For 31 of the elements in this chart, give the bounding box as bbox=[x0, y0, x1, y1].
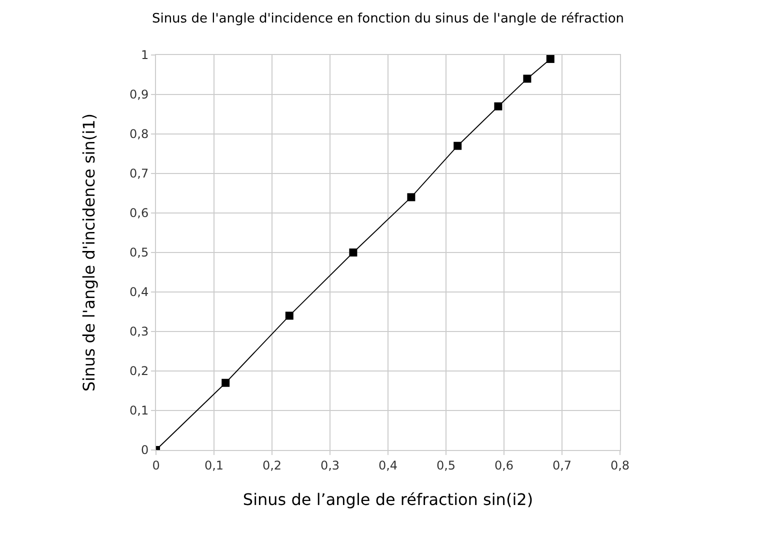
y-tick-label: 1 bbox=[140, 48, 149, 62]
y-tick-label: 0,1 bbox=[130, 404, 149, 418]
x-tick-label: 0,4 bbox=[378, 458, 398, 472]
y-tick-label: 0,2 bbox=[130, 364, 149, 378]
y-tick-label: 0,4 bbox=[130, 285, 149, 300]
x-tick-label: 0 bbox=[152, 458, 160, 472]
point bbox=[523, 74, 532, 83]
y-tick-label: 0,3 bbox=[130, 324, 149, 339]
x-tick-label: 0,5 bbox=[436, 458, 456, 472]
x-axis-title: Sinus de l’angle de réfraction sin(i2) bbox=[242, 490, 534, 510]
y-tick-label: 0,5 bbox=[130, 246, 149, 260]
point bbox=[285, 312, 294, 320]
point bbox=[407, 193, 416, 202]
point bbox=[349, 248, 358, 256]
point bbox=[454, 142, 462, 150]
point bbox=[546, 55, 554, 63]
y-axis-title: Sinus de l'angle d'incidence sin(i1) bbox=[79, 114, 98, 392]
y-tick-label: 0,6 bbox=[130, 206, 149, 220]
x-tick-label: 0,7 bbox=[552, 458, 572, 472]
x-tick-label: 0,1 bbox=[204, 458, 224, 472]
x-tick-label: 0,8 bbox=[610, 458, 630, 472]
y-tick-label: 0,7 bbox=[130, 166, 149, 181]
y-tick-label: 0,9 bbox=[130, 88, 149, 102]
chart-title: Sinus de l'angle d'incidence en fonction du sinus de l'angle de réfraction bbox=[152, 12, 624, 27]
y-tick-label: 0,8 bbox=[130, 127, 149, 142]
x-tick-label: 0,3 bbox=[320, 458, 340, 472]
y-tick-label: 0 bbox=[140, 443, 149, 458]
point bbox=[222, 378, 230, 387]
x-tick-label: 0,6 bbox=[494, 458, 514, 472]
x-tick-label: 0,2 bbox=[262, 458, 282, 472]
point bbox=[494, 102, 502, 110]
